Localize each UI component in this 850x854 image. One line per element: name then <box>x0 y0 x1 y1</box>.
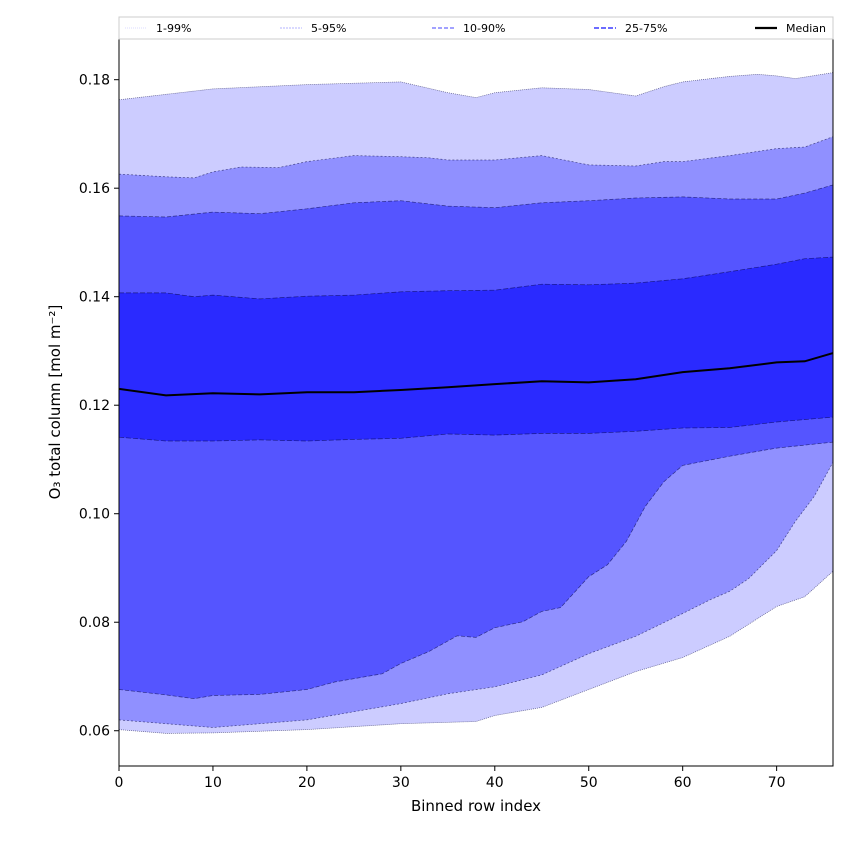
x-tick-label: 10 <box>204 775 222 791</box>
legend-label: Median <box>786 22 826 35</box>
y-tick-label: 0.12 <box>79 398 110 414</box>
band-edge-25-75%-upper <box>119 256 834 300</box>
y-axis: 0.06 0.08 0.10 0.12 0.14 0.16 0.18 <box>79 73 119 740</box>
legend-label: 5-95% <box>311 22 346 35</box>
y-axis-label: O₃ total column [mol m⁻²] <box>46 305 64 500</box>
band-25-75% <box>119 257 833 441</box>
x-tick-label: 30 <box>392 775 410 791</box>
x-axis: 0 10 20 30 40 50 60 70 <box>115 766 786 791</box>
legend-label: 1-99% <box>156 22 191 35</box>
x-tick-label: 60 <box>674 775 692 791</box>
legend-box <box>118 16 834 40</box>
legend-label: 10-90% <box>463 22 505 35</box>
median-line <box>118 352 834 397</box>
y-tick-label: 0.08 <box>79 615 110 631</box>
x-tick-label: 70 <box>768 775 786 791</box>
x-tick-label: 0 <box>115 775 124 791</box>
band-edge-5-95%-lower <box>118 462 834 728</box>
y-tick-label: 0.14 <box>79 290 110 306</box>
band-edge-5-95%-upper <box>118 136 834 179</box>
y-tick-label: 0.18 <box>79 73 110 89</box>
x-axis-label: Binned row index <box>411 797 541 815</box>
legend: 1-99% 5-95% 10-90% 25-75% Median <box>118 16 834 40</box>
bands <box>119 72 833 734</box>
lines <box>118 72 834 734</box>
x-tick-label: 40 <box>486 775 504 791</box>
band-edge-25-75%-lower <box>118 416 834 442</box>
y-tick-label: 0.16 <box>79 181 110 197</box>
x-tick-label: 50 <box>580 775 598 791</box>
band-edge-1-99%-lower <box>118 570 834 734</box>
y-tick-label: 0.10 <box>79 507 110 523</box>
band-edge-10-90%-lower <box>118 441 834 700</box>
y-tick-label: 0.06 <box>79 724 110 740</box>
x-tick-label: 20 <box>298 775 316 791</box>
legend-label: 25-75% <box>625 22 667 35</box>
